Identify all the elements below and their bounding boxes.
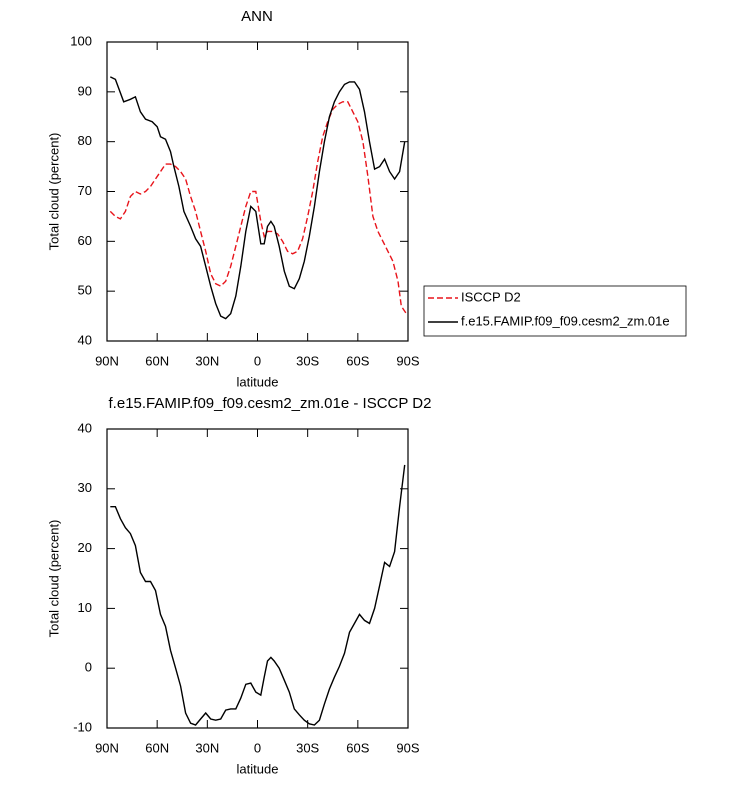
legend-label: f.e15.FAMIP.f09_f09.cesm2_zm.01e bbox=[461, 313, 670, 328]
plot-frame bbox=[106, 428, 409, 729]
chart-title: f.e15.FAMIP.f09_f09.cesm2_zm.01e - ISCCP… bbox=[109, 395, 432, 412]
y-tick-label: 60 bbox=[78, 233, 92, 248]
y-tick-label: 40 bbox=[78, 332, 92, 347]
x-tick-label: 60S bbox=[346, 353, 369, 368]
x-tick-label: 30S bbox=[296, 740, 319, 755]
data-line bbox=[109, 101, 407, 314]
y-tick-label: 90 bbox=[78, 83, 92, 98]
y-tick-label: 50 bbox=[78, 283, 92, 298]
x-tick-label: 30N bbox=[195, 740, 219, 755]
y-tick-label: 30 bbox=[78, 480, 92, 495]
y-axis-label: Total cloud (percent) bbox=[46, 520, 61, 638]
y-tick-label: 0 bbox=[85, 660, 92, 675]
y-tick-label: 70 bbox=[78, 183, 92, 198]
x-tick-label: 0 bbox=[254, 353, 261, 368]
y-tick-label: 40 bbox=[78, 420, 92, 435]
y-tick-label: 80 bbox=[78, 133, 92, 148]
data-line bbox=[110, 464, 406, 726]
y-axis-label: Total cloud (percent) bbox=[46, 133, 61, 251]
legend-label: ISCCP D2 bbox=[461, 289, 521, 304]
x-tick-label: 0 bbox=[254, 740, 261, 755]
legend-box bbox=[423, 285, 687, 337]
x-tick-label: 60N bbox=[145, 353, 169, 368]
x-tick-label: 90S bbox=[396, 740, 419, 755]
x-tick-label: 30N bbox=[195, 353, 219, 368]
y-tick-label: 20 bbox=[78, 540, 92, 555]
x-tick-label: 90S bbox=[396, 353, 419, 368]
y-tick-label: -10 bbox=[73, 719, 92, 734]
chart-title: ANN bbox=[241, 8, 273, 25]
y-tick-label: 10 bbox=[78, 600, 92, 615]
x-tick-label: 30S bbox=[296, 353, 319, 368]
x-tick-label: 90N bbox=[95, 740, 119, 755]
x-tick-label: 60S bbox=[346, 740, 369, 755]
y-tick-label: 100 bbox=[70, 33, 92, 48]
plot-frame bbox=[106, 41, 409, 342]
x-axis-label: latitude bbox=[237, 761, 279, 776]
x-tick-label: 90N bbox=[95, 353, 119, 368]
data-line bbox=[109, 76, 406, 320]
x-axis-label: latitude bbox=[237, 374, 279, 389]
x-tick-label: 60N bbox=[145, 740, 169, 755]
